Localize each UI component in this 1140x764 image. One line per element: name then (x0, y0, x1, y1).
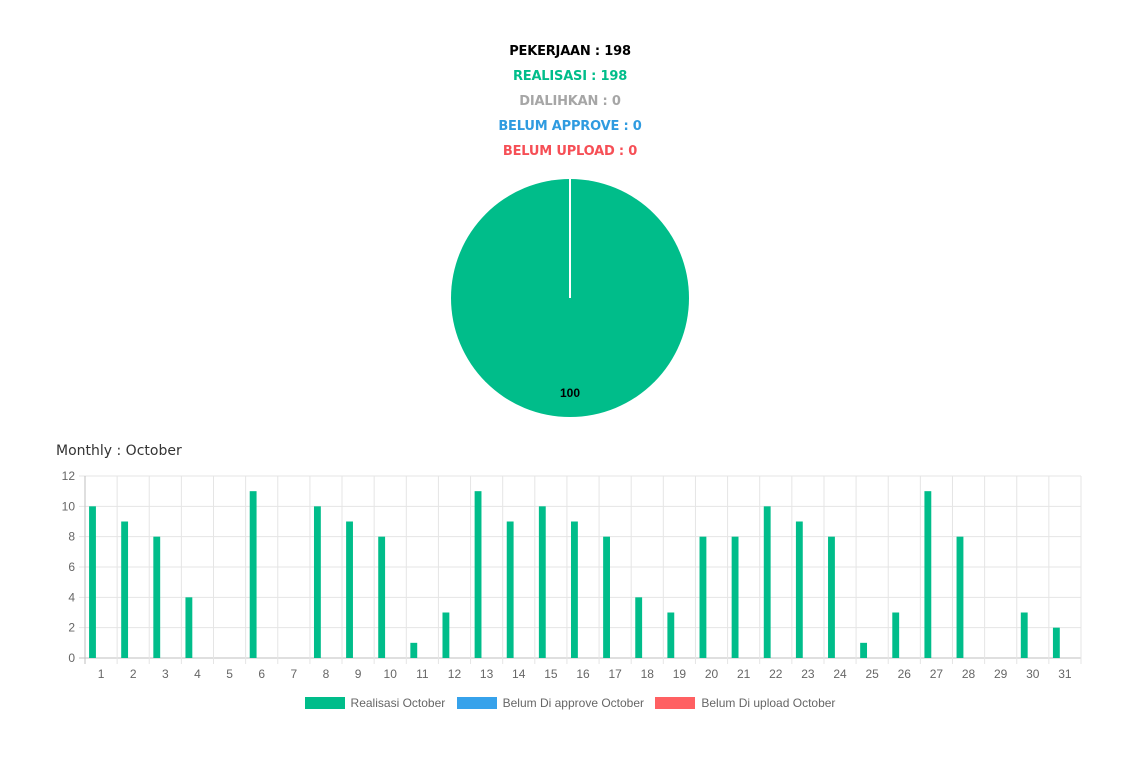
bar-realisasi[interactable] (153, 536, 161, 658)
bar-realisasi[interactable] (892, 612, 900, 659)
x-tick-label: 9 (355, 667, 362, 681)
y-tick-label: 10 (62, 499, 76, 513)
x-tick-label: 19 (673, 667, 687, 681)
bar-realisasi[interactable] (667, 612, 675, 659)
bar-realisasi[interactable] (121, 521, 129, 659)
pie-chart: 100 (451, 179, 689, 417)
y-tick-label: 12 (62, 469, 76, 483)
x-tick-label: 21 (737, 667, 751, 681)
legend-swatch-belum-approve (456, 697, 497, 710)
summary-stats: PEKERJAAN : 198 REALISASI : 198 DIALIHKA… (0, 42, 1140, 167)
bar-realisasi[interactable] (635, 597, 643, 658)
bar-realisasi[interactable] (538, 506, 546, 658)
stat-realisasi: REALISASI : 198 (512, 69, 628, 84)
chart-legend: Realisasi October Belum Di approve Octob… (0, 695, 1140, 710)
bar-realisasi[interactable] (828, 536, 835, 658)
x-tick-label: 24 (833, 667, 847, 681)
x-tick-label: 29 (994, 667, 1008, 681)
x-tick-label: 31 (1058, 667, 1072, 681)
x-tick-label: 30 (1026, 667, 1040, 681)
stat-pekerjaan: PEKERJAAN : 198 (509, 44, 631, 59)
x-tick-label: 28 (962, 667, 976, 681)
stat-belum-upload: BELUM UPLOAD : 0 (502, 144, 638, 159)
x-tick-label: 2 (130, 667, 137, 681)
legend-item-belum-upload[interactable]: Belum Di upload October (655, 695, 835, 710)
bar-realisasi[interactable] (571, 521, 578, 659)
x-tick-label: 1 (98, 667, 105, 681)
x-tick-label: 23 (801, 667, 815, 681)
bar-realisasi[interactable] (731, 536, 739, 658)
bar-realisasi[interactable] (313, 506, 321, 658)
x-tick-label: 18 (641, 667, 655, 681)
x-tick-label: 27 (930, 667, 944, 681)
x-tick-label: 22 (769, 667, 783, 681)
bar-realisasi[interactable] (346, 521, 353, 659)
y-tick-label: 4 (68, 590, 75, 604)
bar-realisasi[interactable] (795, 521, 803, 659)
x-tick-label: 13 (480, 667, 494, 681)
bar-realisasi[interactable] (378, 536, 386, 658)
x-tick-label: 26 (898, 667, 912, 681)
legend-item-belum-approve[interactable]: Belum Di approve October (456, 695, 645, 711)
bar-realisasi[interactable] (699, 536, 707, 658)
y-tick-label: 0 (68, 651, 75, 665)
bar-realisasi[interactable] (410, 642, 418, 658)
bar-realisasi[interactable] (185, 597, 193, 658)
legend-swatch-belum-upload (655, 697, 696, 710)
bar-realisasi[interactable] (603, 536, 610, 658)
legend-label-belum-approve: Belum Di approve October (502, 696, 645, 711)
x-tick-label: 14 (512, 667, 526, 681)
x-tick-label: 11 (416, 667, 429, 681)
x-tick-label: 8 (323, 667, 330, 681)
y-tick-label: 8 (68, 530, 75, 544)
x-tick-label: 12 (448, 667, 462, 681)
legend-label-realisasi: Realisasi October (350, 696, 446, 711)
x-tick-label: 25 (865, 667, 879, 681)
bar-realisasi[interactable] (1020, 612, 1028, 659)
x-tick-label: 6 (258, 667, 265, 681)
legend-label-belum-upload: Belum Di upload October (701, 696, 836, 711)
y-tick-label: 6 (68, 560, 75, 574)
bar-realisasi[interactable] (956, 536, 964, 658)
pie-data-label: 100 (560, 386, 580, 400)
legend-swatch-realisasi (304, 697, 345, 710)
stat-belum-approve: BELUM APPROVE : 0 (498, 119, 642, 134)
x-tick-label: 16 (576, 667, 590, 681)
legend-item-realisasi[interactable]: Realisasi October (304, 695, 446, 711)
x-tick-label: 7 (290, 667, 297, 681)
bar-realisasi[interactable] (474, 491, 482, 658)
x-tick-label: 5 (226, 667, 233, 681)
x-tick-label: 15 (544, 667, 558, 681)
bar-realisasi[interactable] (249, 491, 257, 658)
x-tick-label: 20 (705, 667, 719, 681)
monthly-title: Monthly : October (56, 443, 182, 459)
x-tick-label: 3 (162, 667, 169, 681)
stat-dialihkan: DIALIHKAN : 0 (519, 94, 621, 109)
x-tick-label: 4 (194, 667, 201, 681)
bar-realisasi[interactable] (89, 506, 96, 658)
bar-realisasi[interactable] (1052, 627, 1060, 658)
bar-realisasi[interactable] (442, 612, 450, 659)
bar-realisasi[interactable] (506, 521, 514, 659)
bar-realisasi[interactable] (924, 491, 932, 658)
bar-realisasi[interactable] (860, 642, 868, 658)
y-tick-label: 2 (68, 621, 75, 635)
bar-realisasi[interactable] (763, 506, 771, 658)
x-tick-label: 10 (384, 667, 398, 681)
x-tick-label: 17 (608, 667, 622, 681)
